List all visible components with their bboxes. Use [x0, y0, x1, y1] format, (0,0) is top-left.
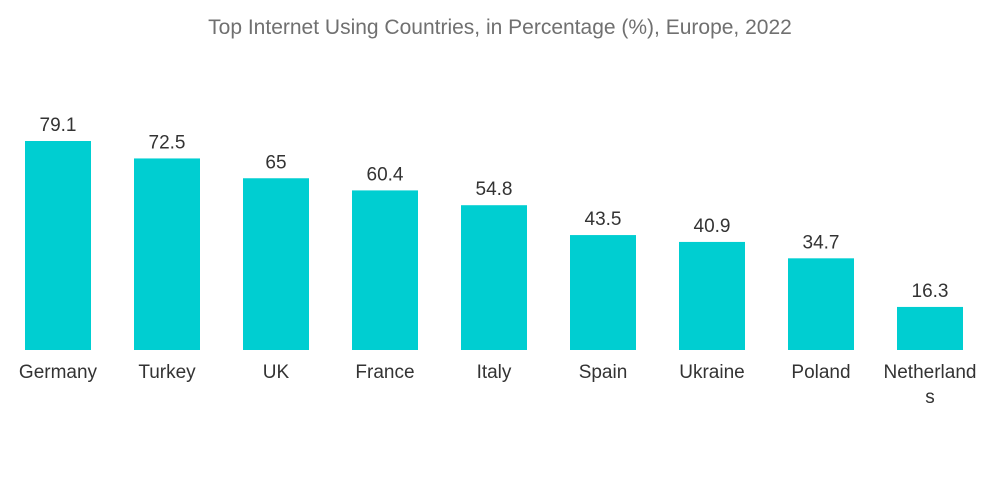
bar-germany	[25, 141, 91, 350]
bar-poland	[788, 258, 854, 350]
category-label-france: France	[355, 362, 414, 383]
value-label-uk: 65	[265, 152, 286, 173]
bar-france	[352, 190, 418, 350]
category-label-spain: Spain	[579, 362, 628, 383]
bar-netherlands	[897, 306, 963, 350]
bar-italy	[461, 205, 527, 350]
value-label-turkey: 72.5	[149, 132, 186, 153]
chart-title: Top Internet Using Countries, in Percent…	[208, 16, 792, 39]
category-label-netherlands: Netherland s	[884, 362, 977, 408]
bar-spain	[570, 235, 636, 350]
value-label-italy: 54.8	[476, 179, 513, 200]
category-label-uk: UK	[263, 362, 290, 383]
category-label-poland: Poland	[791, 362, 850, 383]
category-label-turkey: Turkey	[138, 362, 196, 383]
value-label-germany: 79.1	[40, 115, 77, 136]
value-label-netherlands: 16.3	[912, 281, 949, 302]
value-label-spain: 43.5	[585, 209, 622, 230]
category-label-germany: Germany	[19, 362, 98, 383]
value-label-ukraine: 40.9	[694, 216, 731, 237]
value-label-poland: 34.7	[803, 232, 840, 253]
category-label-italy: Italy	[477, 362, 512, 383]
bar-turkey	[134, 158, 200, 350]
bar-ukraine	[679, 241, 745, 350]
category-label-ukraine: Ukraine	[679, 362, 744, 383]
bar-uk	[243, 178, 309, 350]
value-label-france: 60.4	[367, 164, 404, 185]
